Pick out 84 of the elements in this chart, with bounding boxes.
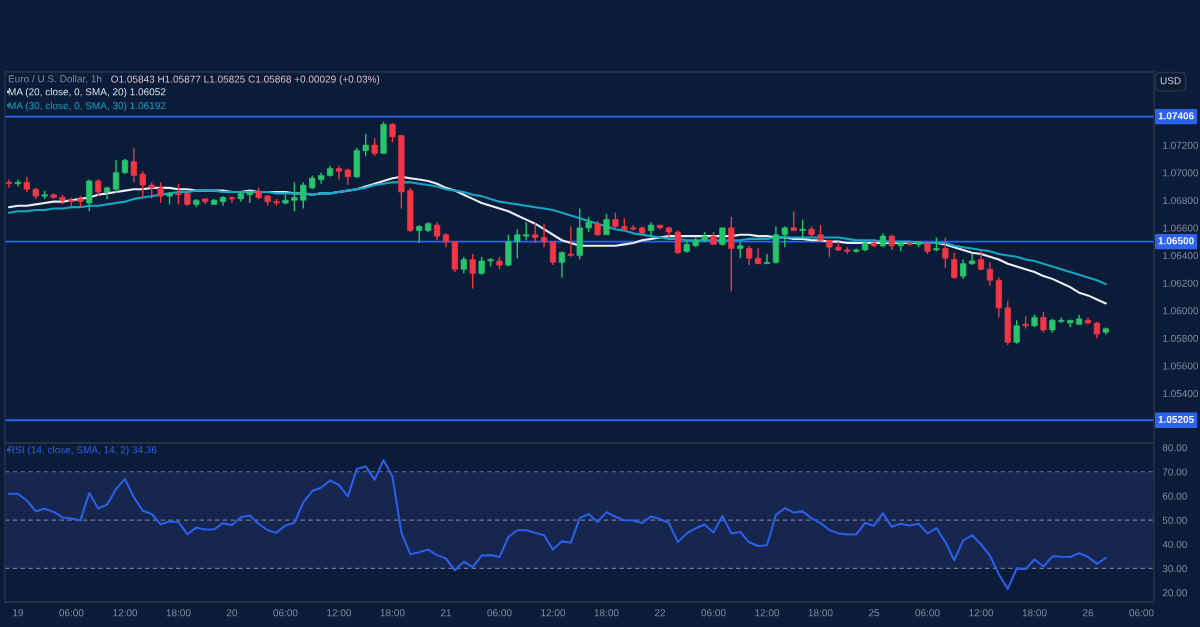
candlestick	[505, 234, 512, 268]
candlestick	[763, 253, 771, 265]
candlestick	[130, 147, 137, 184]
chart-title: Euro / U.S. Dollar, 1h	[8, 75, 102, 84]
candlestick	[532, 221, 539, 244]
candlestick	[540, 223, 548, 248]
y-tick-label: 1.06600	[1163, 224, 1199, 232]
candlestick	[469, 253, 476, 290]
legend-label: MA (30, close, 0, SMA, 30) 1.06192	[8, 101, 166, 112]
y-tick-label: 70.00	[1162, 468, 1187, 476]
candlestick	[389, 122, 396, 144]
y-axis-title: USD	[1160, 77, 1181, 85]
y-tick-label: 40.00	[1162, 540, 1187, 548]
candlestick	[558, 250, 565, 279]
candlestick	[514, 228, 521, 259]
candlestick	[986, 261, 994, 287]
candlestick	[603, 213, 610, 236]
x-tick-label: 06:00	[1129, 609, 1154, 617]
x-tick-label: 26	[1082, 609, 1094, 617]
x-tick-label: 22	[654, 609, 666, 617]
candlestick	[951, 251, 958, 280]
y-tick-label: 1.06800	[1163, 196, 1199, 204]
candlestick	[549, 240, 557, 266]
candlestick	[977, 250, 985, 272]
candlestick	[5, 178, 13, 189]
candlestick	[1040, 311, 1047, 334]
candlestick	[86, 178, 93, 212]
candlestick	[790, 210, 797, 232]
ref-line-label: 1.07406	[1158, 112, 1194, 120]
line-series	[7, 181, 1107, 286]
x-tick-label: 06:00	[915, 609, 940, 617]
x-tick-label: 12:00	[755, 609, 780, 617]
candlestick	[968, 253, 976, 266]
y-tick-label: 20.00	[1162, 589, 1187, 597]
candlestick	[300, 181, 307, 210]
candlestick	[960, 258, 967, 280]
candlestick	[942, 236, 949, 269]
line-series	[7, 459, 1107, 590]
x-tick-label: 19	[13, 609, 24, 617]
x-tick-label: 21	[440, 609, 452, 617]
x-tick-label: 18:00	[808, 609, 833, 617]
candlestick	[567, 225, 574, 258]
x-tick-label: 25	[868, 609, 880, 617]
candlestick	[728, 216, 735, 292]
y-tick-label: 1.06400	[1163, 252, 1199, 260]
y-tick-label: 1.06200	[1163, 279, 1199, 287]
x-tick-label: 06:00	[487, 609, 512, 617]
y-tick-label: 50.00	[1162, 516, 1187, 524]
x-tick-label: 18:00	[380, 609, 405, 617]
y-tick-label: 1.06000	[1163, 307, 1199, 315]
candlestick	[175, 183, 182, 206]
candlestick	[291, 181, 298, 212]
x-tick-label: 20	[226, 609, 238, 617]
x-tick-label: 12:00	[327, 609, 352, 617]
y-tick-label: 1.05600	[1163, 362, 1199, 370]
ref-line-label: 1.06500	[1158, 237, 1194, 245]
legend-label: RSI (14, close, SMA, 14, 2) 34.36	[8, 446, 157, 456]
x-tick-label: 12:00	[113, 609, 138, 617]
candlestick	[335, 165, 343, 181]
candlestick	[112, 159, 120, 195]
x-tick-label: 18:00	[166, 609, 191, 617]
x-tick-label: 06:00	[701, 609, 726, 617]
candlestick	[746, 245, 753, 266]
x-tick-label: 18:00	[1022, 609, 1047, 617]
candlestick	[157, 181, 164, 204]
y-tick-label: 1.07000	[1163, 169, 1199, 177]
y-tick-label: 80.00	[1162, 444, 1187, 452]
legend-label: MA (20, close, 0, SMA, 20) 1.06052	[8, 88, 166, 98]
y-tick-label: 1.07200	[1163, 141, 1199, 149]
x-tick-label: 06:00	[273, 609, 298, 617]
x-tick-label: 06:00	[59, 609, 84, 617]
candlestick	[781, 225, 788, 248]
y-tick-label: 30.00	[1162, 565, 1187, 573]
y-tick-label: 60.00	[1162, 492, 1187, 500]
x-tick-label: 12:00	[969, 609, 994, 617]
y-tick-label: 1.05800	[1163, 334, 1199, 342]
candlestick	[139, 170, 146, 199]
x-tick-label: 12:00	[541, 609, 566, 617]
y-tick-label: 1.05400	[1163, 389, 1199, 398]
candlestick	[1013, 319, 1020, 345]
annotation: O1.05843 H1.05877 L1.05825 C1.05868 +0.00029 (+0.03%)	[111, 75, 380, 85]
x-tick-label: 18:00	[594, 609, 619, 617]
candlestick	[362, 133, 369, 157]
ref-line-label: 1.05205	[1158, 415, 1194, 423]
